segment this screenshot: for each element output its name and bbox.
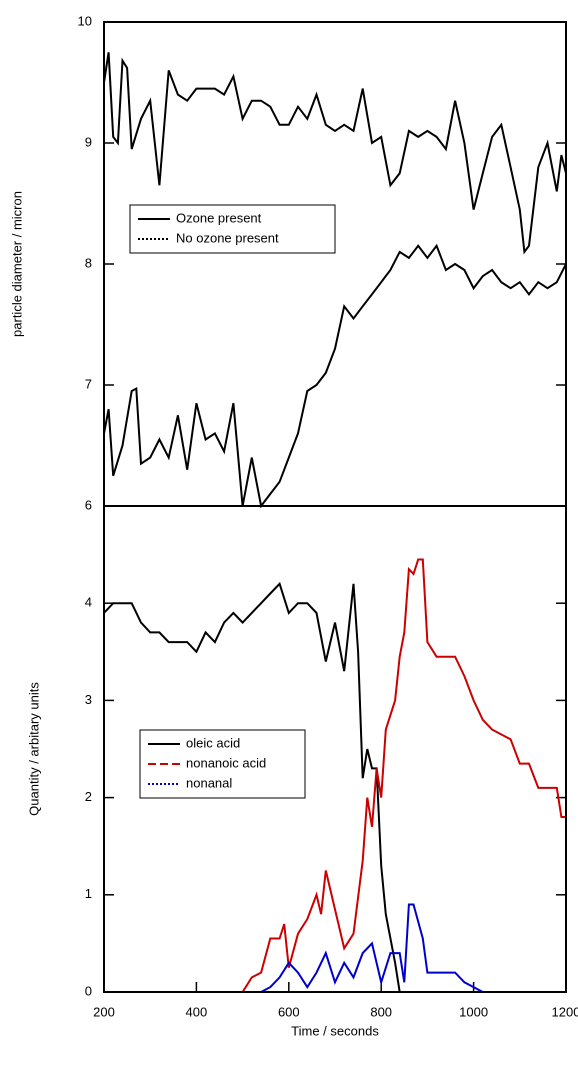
x-axis-label: Time / seconds — [291, 1023, 379, 1038]
y-tick-label: 1 — [85, 886, 92, 901]
plot-frame — [103, 505, 567, 993]
y-tick-label: 7 — [85, 376, 92, 391]
legend-box — [129, 204, 336, 254]
legend-label: nonanoic acid — [186, 755, 266, 770]
y-tick-label: 10 — [78, 13, 92, 28]
x-tick-label: 800 — [370, 1004, 392, 1019]
y-tick-label: 3 — [85, 692, 92, 707]
y-axis-label: particle diameter / micron — [9, 191, 24, 337]
x-tick-label: 200 — [93, 1004, 115, 1019]
data-line — [104, 558, 566, 993]
y-tick-label: 9 — [85, 134, 92, 149]
x-tick-label: 1000 — [459, 1004, 488, 1019]
y-tick-label: 4 — [85, 595, 92, 610]
legend-label: oleic acid — [186, 735, 240, 750]
data-line — [187, 903, 557, 993]
data-line — [103, 243, 567, 509]
legend-label: nonanal — [186, 775, 232, 790]
y-tick-label: 2 — [85, 789, 92, 804]
x-tick-label: 400 — [186, 1004, 208, 1019]
legend-label: Ozone present — [176, 210, 262, 225]
x-tick-label: 600 — [278, 1004, 300, 1019]
x-tick-label: 1200 — [552, 1004, 578, 1019]
data-line — [103, 52, 567, 255]
y-tick-label: 6 — [85, 497, 92, 512]
legend-label: No ozone present — [176, 230, 279, 245]
y-tick-label: 8 — [85, 255, 92, 270]
y-axis-label: Quantity / arbitary units — [26, 682, 41, 816]
data-line — [103, 581, 566, 993]
y-tick-label: 0 — [85, 983, 92, 998]
